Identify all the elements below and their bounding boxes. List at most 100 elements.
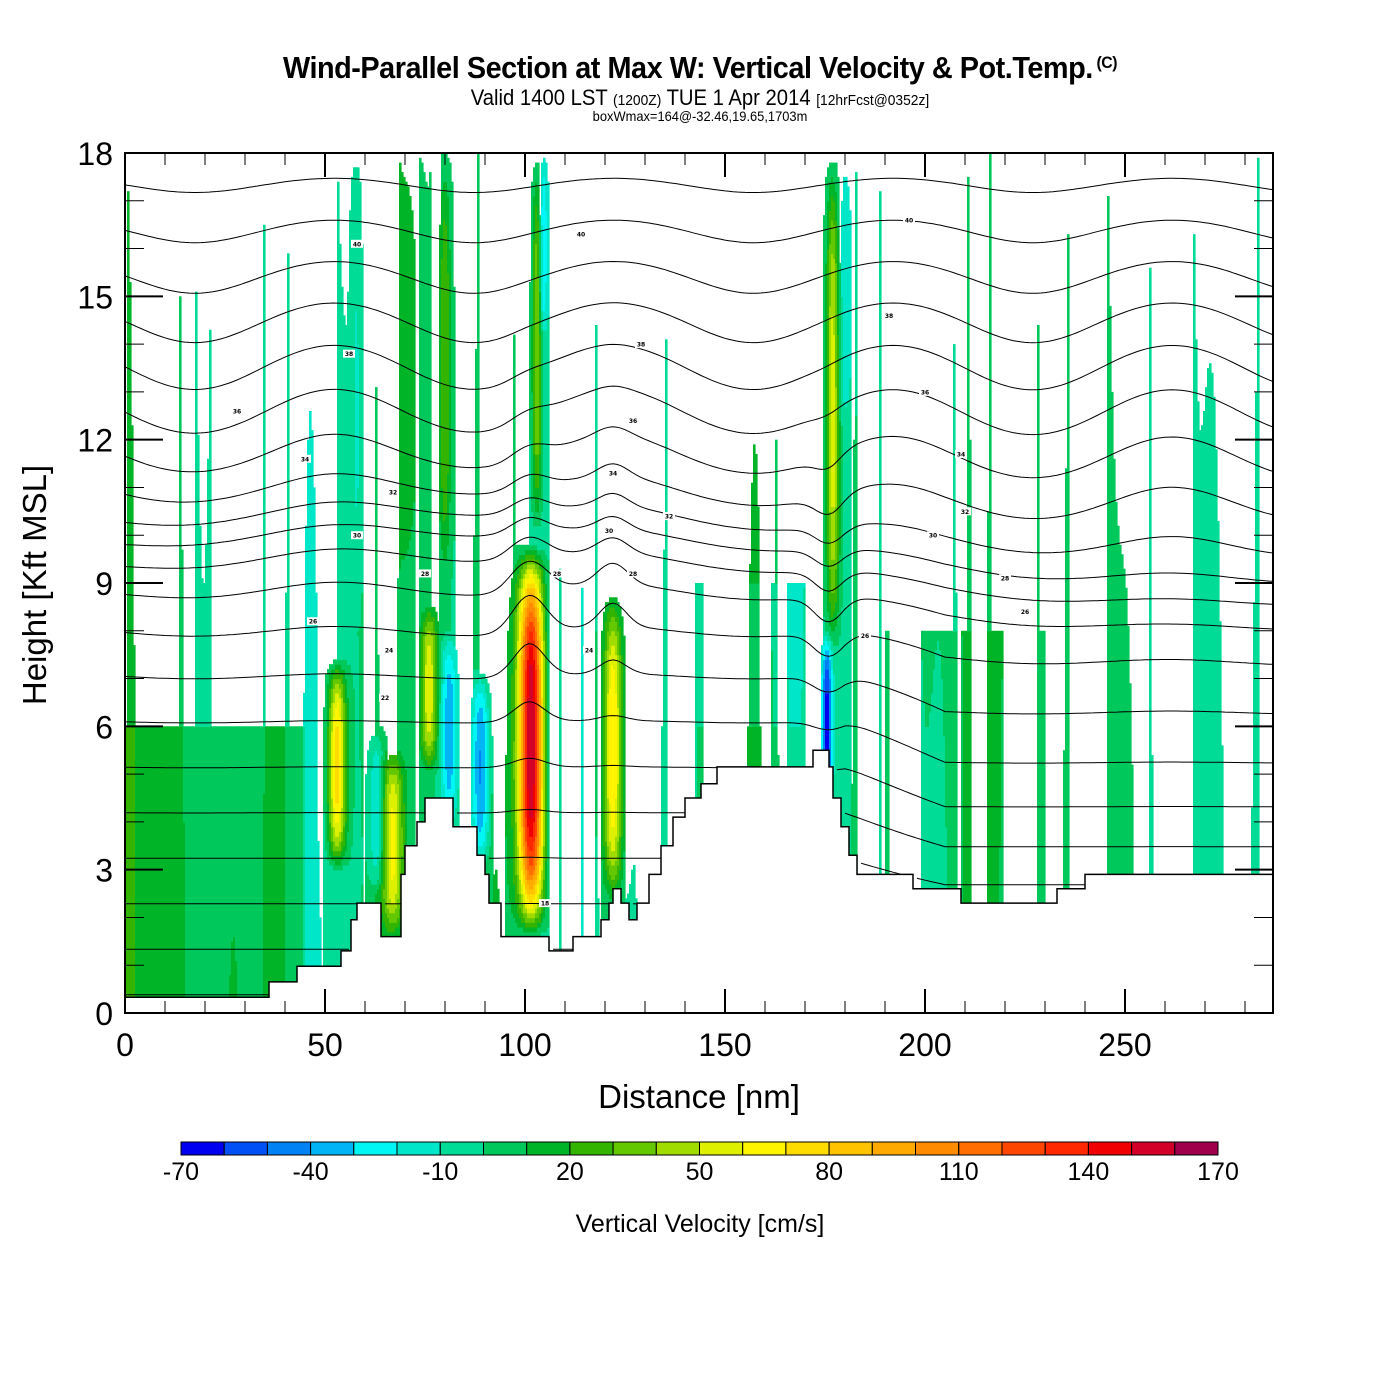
velocity-cell [1117,525,1120,1013]
velocity-cell [383,798,386,890]
velocity-cell [829,162,832,183]
velocity-cell [615,860,618,875]
velocity-cell [835,219,838,264]
velocity-cell [531,611,534,622]
velocity-cell [403,759,406,804]
velocity-cell [537,487,540,512]
velocity-cell [481,673,484,684]
velocity-cell [837,334,840,565]
velocity-cell [201,578,204,727]
velocity-cell [621,616,624,656]
contour-label-text: 24 [385,647,393,654]
velocity-cell [535,836,538,856]
velocity-cell [523,578,526,589]
velocity-cell [425,635,428,665]
velocity-cell [543,606,546,641]
velocity-cell [527,845,530,856]
velocity-cell [341,669,344,675]
velocity-cell [225,726,228,1013]
velocity-cell [339,673,342,680]
velocity-cell [337,683,340,694]
isentrope-31 [125,515,1273,582]
velocity-cell [519,831,522,861]
velocity-cell [529,282,532,441]
velocity-cell [829,181,832,211]
velocity-cell [531,850,534,866]
velocity-cell [603,611,606,651]
colorbar-tick-label: 20 [556,1158,584,1186]
velocity-cell [453,286,456,541]
velocity-cell [401,774,404,828]
velocity-cell [475,348,478,670]
velocity-cell [439,702,442,828]
velocity-cell [339,697,342,718]
velocity-cell [1119,544,1122,1013]
velocity-cell [447,473,450,546]
velocity-cell [617,707,620,785]
contour-label: 30 [351,531,363,540]
velocity-cell [545,907,548,933]
velocity-cell [755,454,758,584]
velocity-cell [529,568,532,575]
velocity-cell [529,850,532,866]
velocity-cell [993,630,996,1013]
velocity-cell [337,850,340,856]
contour-label-bg [1019,607,1031,616]
colorbar-bin [1001,1141,1046,1156]
contour-label: 34 [955,450,967,459]
velocity-cell [837,563,840,613]
velocity-cell [445,153,448,183]
velocity-cell [359,181,362,627]
velocity-cell [531,817,534,837]
velocity-cell [481,845,484,856]
velocity-cell [483,673,486,684]
velocity-cell [521,578,524,589]
velocity-cell [431,740,434,751]
velocity-cell [535,669,538,813]
velocity-cell [479,845,482,856]
velocity-cell [537,664,540,818]
velocity-cell [399,568,402,751]
velocity-cell [611,630,614,646]
velocity-cell [519,578,522,589]
contour-label: 36 [231,407,243,416]
velocity-cell [825,563,828,632]
velocity-cell [375,735,378,751]
velocity-cell [371,769,374,852]
colorbar-bin [1087,1141,1133,1156]
velocity-cell [527,907,530,914]
velocity-cell [535,563,538,570]
velocity-cell [473,688,476,718]
velocity-cell [339,831,342,842]
velocity-cell [351,673,354,847]
velocity-cell [987,630,990,1013]
velocity-cell [199,726,202,1013]
velocity-cell [937,640,940,1013]
velocity-cell [757,583,760,727]
velocity-cell [617,630,620,656]
velocity-cell [427,755,430,766]
velocity-cell [445,769,448,804]
velocity-cell [301,726,304,1013]
velocity-cell [403,802,406,885]
velocity-cell [347,664,350,699]
velocity-cell [393,912,396,923]
velocity-cell [397,917,400,928]
velocity-cell [389,912,392,923]
velocity-cell [527,917,530,923]
velocity-cell [197,434,200,727]
velocity-cell [257,726,260,1013]
velocity-cell [337,855,340,866]
contour-label-bg [627,416,639,425]
velocity-cell [511,826,514,914]
velocity-cell [833,258,836,336]
velocity-cell [525,922,528,928]
velocity-cell [525,907,528,914]
velocity-cell [335,707,338,727]
velocity-cell [533,898,536,904]
velocity-cell [527,927,530,933]
velocity-cell [537,559,540,565]
velocity-cell [389,774,392,794]
contour-label-bg [551,569,563,578]
velocity-cell [533,563,536,575]
